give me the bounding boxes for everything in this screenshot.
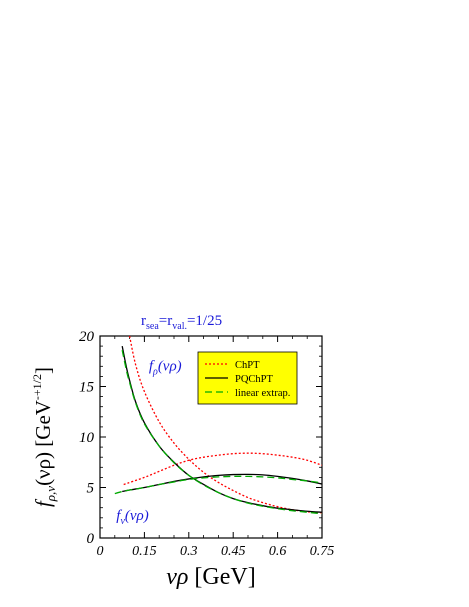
legend: ChPT PQChPT linear extrap. <box>197 351 298 405</box>
axis-ticks: 0 0.15 0.3 0.45 0.6 0.75 0 5 10 15 20 <box>79 329 334 559</box>
y-tick-label: 15 <box>79 380 95 396</box>
y-tick-label: 10 <box>79 430 95 446</box>
curve-label-f-rho: fρ(νρ) <box>149 358 182 377</box>
x-tick-label: 0.75 <box>310 544 335 559</box>
x-tick-label: 0 <box>97 544 104 559</box>
series-line-chpt-f-nu <box>123 452 322 486</box>
x-tick-label: 0.3 <box>180 544 198 559</box>
series-line-pqchpt-f-nu <box>122 473 322 493</box>
legend-label: PQChPT <box>235 374 274 385</box>
series-line-linear-extrap-f-rho <box>121 350 322 515</box>
legend-label: linear extrap. <box>235 388 290 399</box>
y-tick-label: 20 <box>79 329 95 345</box>
curve-label-f-nu: fν(νρ) <box>116 508 148 527</box>
series-line-linear-extrap-f-nu <box>114 475 322 495</box>
x-tick-label: 0.45 <box>221 544 246 559</box>
curve-labels: fρ(νρ) fν(νρ) <box>116 358 181 526</box>
chart-title: rsea=rval.=1/25 <box>141 313 222 332</box>
x-tick-label: 0.6 <box>269 544 287 559</box>
x-tick-label: 0.15 <box>132 544 157 559</box>
series-group <box>114 336 322 515</box>
y-tick-label: 0 <box>87 531 95 547</box>
x-axis-label: νρ [GeV] <box>166 564 255 590</box>
legend-label: ChPT <box>235 360 260 371</box>
series-line-chpt-f-rho <box>128 336 322 514</box>
y-axis-label: fρ,ν(νρ) [GeV-+1/2] <box>30 367 58 507</box>
y-tick-label: 5 <box>87 481 95 497</box>
